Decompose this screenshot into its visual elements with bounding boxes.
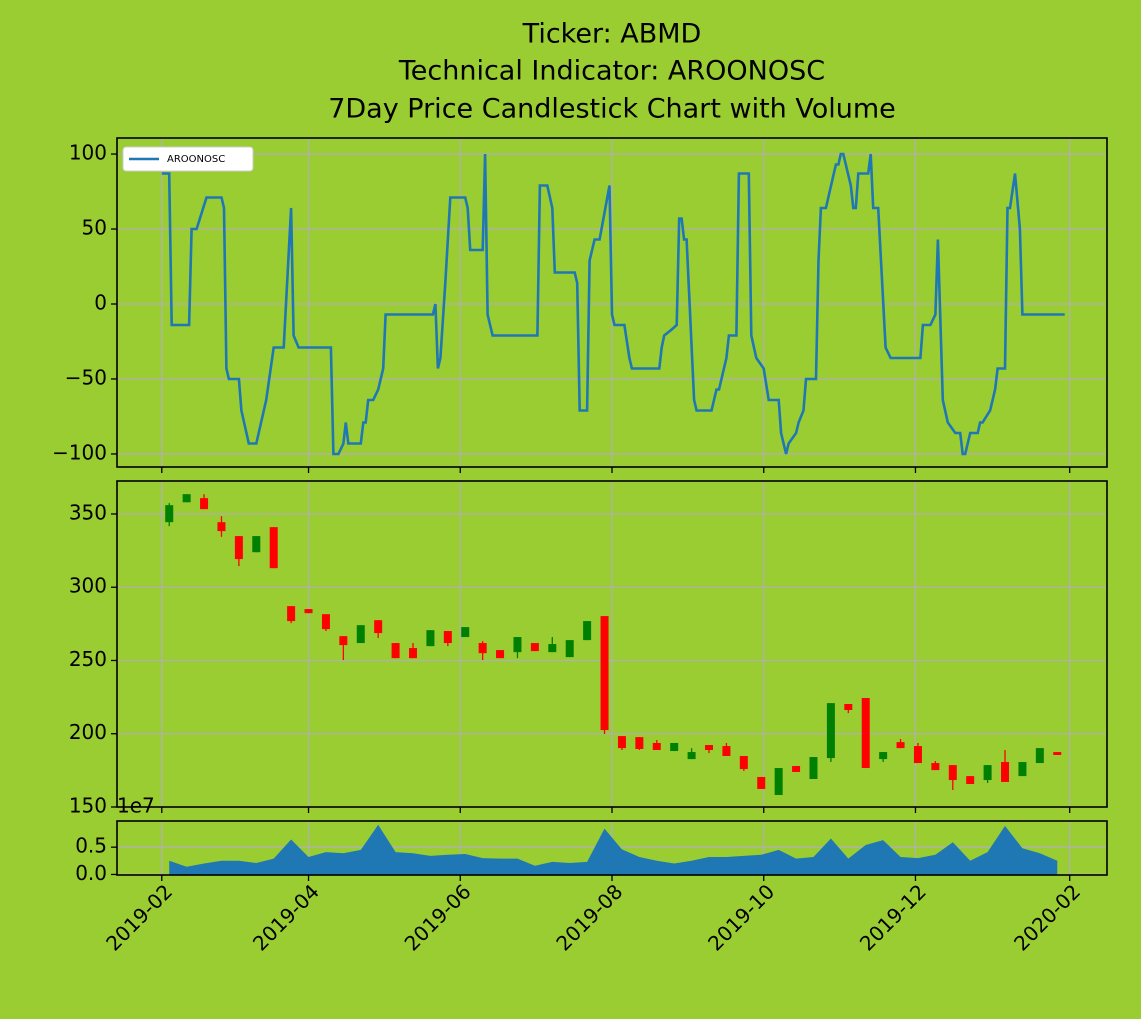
candle-body [792, 765, 801, 772]
candle-body [391, 643, 400, 659]
candle-body [617, 736, 626, 749]
candle-body [409, 648, 418, 659]
candle-body [1053, 752, 1062, 755]
y-tick-label: 0 [94, 290, 107, 314]
candle-body [548, 644, 557, 653]
candle-body [1001, 762, 1010, 782]
indicator-line [161, 152, 1065, 456]
candle-body [670, 742, 679, 752]
candle-body [234, 536, 243, 560]
plot-frame [116, 480, 1108, 808]
candle-body [496, 650, 505, 659]
candle-body [983, 765, 992, 781]
y-tick-label: 0.5 [75, 834, 107, 858]
candle-body [217, 522, 226, 532]
offset-label: 1e7 [117, 794, 155, 818]
candle-body [705, 745, 714, 751]
candle-body [600, 616, 609, 731]
y-tick-label: 350 [69, 500, 107, 524]
candle-body [896, 742, 905, 749]
candle-body [1035, 748, 1044, 764]
candle-body [339, 636, 348, 646]
y-tick-label: 300 [69, 574, 107, 598]
y-tick-label: 50 [82, 216, 107, 240]
plot-frame [116, 137, 1108, 468]
candle-body [269, 527, 278, 569]
candle-body [443, 631, 452, 644]
candle-body [304, 609, 313, 614]
candle-body [652, 742, 661, 751]
y-tick-label: 100 [69, 141, 107, 165]
candle-body [948, 765, 957, 781]
candle-body [844, 703, 853, 711]
candle-body [356, 625, 365, 644]
title-line: Technical Indicator: AROONOSC [398, 56, 825, 87]
candle-body [1018, 762, 1027, 777]
candle-body [252, 536, 261, 553]
candle-body [374, 620, 383, 634]
y-tick-label: 0.0 [75, 861, 107, 885]
candle-body [826, 703, 835, 759]
candle-body [478, 643, 487, 654]
y-tick-label: 150 [69, 794, 107, 818]
candle-body [722, 746, 731, 757]
y-tick-label: 250 [69, 647, 107, 671]
candle-body [757, 776, 766, 789]
candle-body [565, 640, 574, 658]
volume-area [169, 824, 1058, 875]
candle-body [879, 752, 888, 760]
title-line: 7Day Price Candlestick Chart with Volume [328, 94, 896, 125]
candle-body [461, 627, 470, 638]
candle-body [774, 768, 783, 795]
candle-body [530, 643, 539, 652]
title-line: Ticker: ABMD [522, 19, 702, 50]
candle-body [287, 606, 296, 622]
candle-body [513, 637, 522, 653]
candle-body [321, 614, 330, 630]
legend-box [122, 146, 254, 172]
y-tick-label: −100 [52, 440, 107, 464]
candle-body [687, 752, 696, 760]
candle-body [583, 621, 592, 641]
candle-body [966, 776, 975, 784]
y-tick-label: −50 [65, 365, 107, 389]
candle-body [200, 498, 209, 510]
legend-label: AROONOSC [167, 154, 225, 165]
plot-frame [116, 820, 1108, 876]
candle-body [182, 494, 191, 503]
y-tick-label: 200 [69, 720, 107, 744]
candle-body [426, 630, 435, 647]
candle-body [913, 746, 922, 764]
candle-body [739, 756, 748, 770]
candle-body [861, 697, 870, 769]
candle-body [165, 505, 174, 523]
candle-body [635, 737, 644, 749]
candle-body [809, 757, 818, 780]
candle-body [931, 763, 940, 771]
